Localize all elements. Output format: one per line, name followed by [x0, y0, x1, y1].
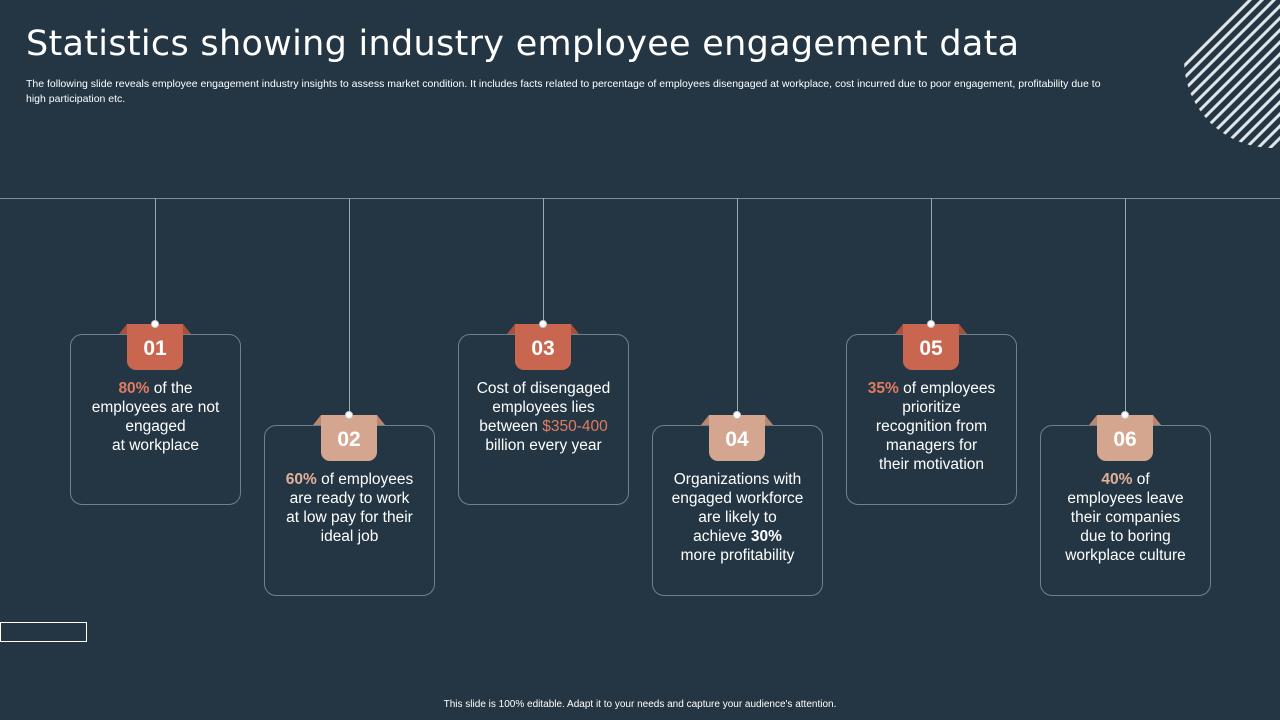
card-text-line: workplace culture [1040, 546, 1211, 565]
card-text-fragment: are likely to [698, 509, 777, 526]
connector-dot [539, 320, 547, 328]
card-text-line: 40% of [1040, 470, 1211, 489]
card-text-fragment: at workplace [111, 437, 199, 454]
card-text-line: employees lies [458, 398, 629, 417]
card-text: 40% of employees leave their companies due … [1040, 470, 1211, 565]
card-text-fragment: between [479, 418, 543, 435]
card-text-fragment: their companies [1070, 509, 1181, 526]
connector-line [155, 198, 156, 324]
card-text-fragment: billion every year [485, 437, 602, 454]
card-text-line: at low pay for their [264, 508, 435, 527]
card-text-line: their companies [1040, 508, 1211, 527]
connector-line [543, 198, 544, 324]
card-text-line: managers for [846, 436, 1017, 455]
card-number-badge: 02 [313, 411, 385, 461]
card-text-line: Cost of disengaged [458, 379, 629, 398]
card-text: 35% of employees prioritize recognition fr… [846, 379, 1017, 474]
card-text: 60% of employees are ready to work at low … [264, 470, 435, 546]
card-text-line: engaged workforce [652, 489, 823, 508]
card-text-line: more profitability [652, 546, 823, 565]
card-number: 01 [127, 324, 183, 370]
card-text-fragment: workplace culture [1065, 547, 1186, 564]
connector-line [1125, 198, 1126, 415]
connector-dot [733, 411, 741, 419]
card-text-fragment: prioritize [902, 399, 961, 416]
card-number: 03 [515, 324, 571, 370]
card-text-fragment: at low pay for their [286, 509, 413, 526]
card-text-fragment: engaged workforce [671, 490, 804, 507]
card-text-line: billion every year [458, 436, 629, 455]
card-text-fragment: employees lies [492, 399, 595, 416]
connector-dot [927, 320, 935, 328]
card-text-fragment: 40% [1101, 471, 1133, 488]
card-number-badge: 01 [119, 320, 191, 370]
card-text: Organizations with engaged workforce are l… [652, 470, 823, 565]
slide-subtitle: The following slide reveals employee eng… [26, 78, 1101, 105]
card-text-line: 60% of employees [264, 470, 435, 489]
card-text-line: their motivation [846, 455, 1017, 474]
connector-line [349, 198, 350, 415]
card-text-line: between $350-400 [458, 417, 629, 436]
card-text-fragment: of the [149, 380, 193, 397]
card-text-line: Organizations with [652, 470, 823, 489]
card-text-line: recognition from [846, 417, 1017, 436]
card-text-fragment: of employees [898, 380, 996, 397]
card-text-fragment: due to boring [1080, 528, 1171, 545]
card-text-fragment: 60% [285, 471, 317, 488]
card-text-line: achieve 30% [652, 527, 823, 546]
card-number-badge: 06 [1089, 411, 1161, 461]
card-text-fragment: of [1132, 471, 1150, 488]
card-text-fragment: recognition from [875, 418, 988, 435]
card-text-line: at workplace [70, 436, 241, 455]
card-text-line: employees leave [1040, 489, 1211, 508]
card-text-fragment: are ready to work [289, 490, 410, 507]
card-text-fragment: more profitability [680, 547, 795, 564]
card-text-line: ideal job [264, 527, 435, 546]
connector-line [737, 198, 738, 415]
card-text-fragment: 80% [118, 380, 150, 397]
card-text-fragment: engaged [125, 418, 186, 435]
card-number: 06 [1097, 415, 1153, 461]
card-text-fragment: employees are not [91, 399, 220, 416]
timeline-rail [0, 198, 1280, 199]
card-text-line: engaged [70, 417, 241, 436]
card-text-line: employees are not [70, 398, 241, 417]
connector-dot [1121, 411, 1129, 419]
card-text-fragment: managers for [885, 437, 978, 454]
empty-outline-box [0, 622, 87, 642]
card-text-fragment: Organizations with [673, 471, 802, 488]
slide-footer: This slide is 100% editable. Adapt it to… [443, 699, 837, 710]
card-text-fragment: Cost of disengaged [476, 380, 611, 397]
card-text-fragment: their motivation [878, 456, 985, 473]
connector-dot [151, 320, 159, 328]
card-number: 05 [903, 324, 959, 370]
card-text-line: are ready to work [264, 489, 435, 508]
connector-dot [345, 411, 353, 419]
card-number: 04 [709, 415, 765, 461]
card-number: 02 [321, 415, 377, 461]
card-text-fragment: employees leave [1067, 490, 1184, 507]
card-number-badge: 03 [507, 320, 579, 370]
card-number-badge: 05 [895, 320, 967, 370]
striped-circle-decoration [1184, 0, 1280, 148]
card-text-fragment: achieve [693, 528, 751, 545]
card-number-badge: 04 [701, 411, 773, 461]
card-text-fragment: 30% [750, 528, 782, 545]
connector-line [931, 198, 932, 324]
card-text: 80% of the employees are not engaged at wor… [70, 379, 241, 455]
card-text-fragment: 35% [867, 380, 899, 397]
card-text-line: 35% of employees [846, 379, 1017, 398]
slide-title: Statistics showing industry employee eng… [26, 24, 1020, 64]
card-text-line: are likely to [652, 508, 823, 527]
card-text-fragment: $350-400 [542, 418, 608, 435]
card-text-fragment: of employees [316, 471, 414, 488]
card-text-line: 80% of the [70, 379, 241, 398]
card-text-line: prioritize [846, 398, 1017, 417]
card-text-fragment: ideal job [320, 528, 379, 545]
card-text: Cost of disengaged employees lies between … [458, 379, 629, 455]
card-text-line: due to boring [1040, 527, 1211, 546]
